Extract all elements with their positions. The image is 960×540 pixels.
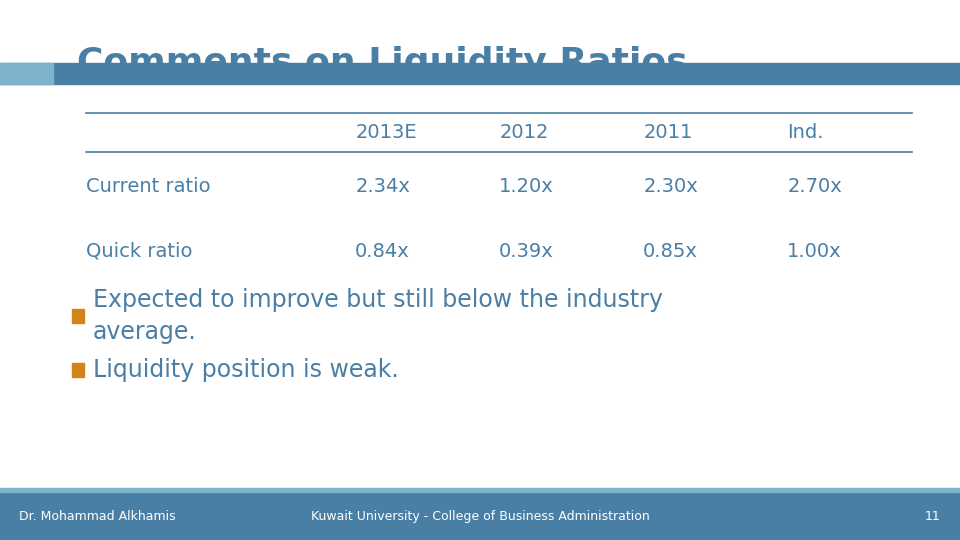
- Text: 2012: 2012: [499, 123, 548, 142]
- Text: 0.85x: 0.85x: [643, 241, 698, 261]
- Text: 2013E: 2013E: [355, 123, 417, 142]
- Text: 2.34x: 2.34x: [355, 177, 410, 196]
- Text: Current ratio: Current ratio: [86, 177, 211, 196]
- Text: Quick ratio: Quick ratio: [86, 241, 193, 261]
- Text: 0.39x: 0.39x: [499, 241, 554, 261]
- Text: Ind.: Ind.: [787, 123, 824, 142]
- Text: 1.00x: 1.00x: [787, 241, 842, 261]
- Text: 2.30x: 2.30x: [643, 177, 698, 196]
- Text: 1.20x: 1.20x: [499, 177, 554, 196]
- Text: 11: 11: [925, 510, 941, 523]
- Text: 2011: 2011: [643, 123, 692, 142]
- Text: Kuwait University - College of Business Administration: Kuwait University - College of Business …: [311, 510, 649, 523]
- Text: Comments on Liquidity Ratios: Comments on Liquidity Ratios: [77, 46, 687, 80]
- Text: 0.84x: 0.84x: [355, 241, 410, 261]
- Text: Dr. Mohammad Alkhamis: Dr. Mohammad Alkhamis: [19, 510, 176, 523]
- Text: Expected to improve but still below the industry
average.: Expected to improve but still below the …: [93, 288, 663, 343]
- Text: 2.70x: 2.70x: [787, 177, 842, 196]
- Text: Liquidity position is weak.: Liquidity position is weak.: [93, 358, 398, 382]
